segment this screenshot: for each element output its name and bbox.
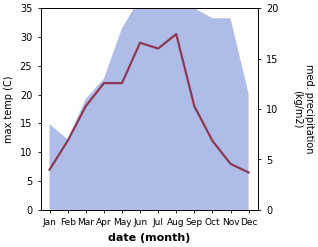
X-axis label: date (month): date (month) (108, 233, 190, 243)
Y-axis label: med. precipitation
(kg/m2): med. precipitation (kg/m2) (292, 64, 314, 154)
Y-axis label: max temp (C): max temp (C) (4, 75, 14, 143)
